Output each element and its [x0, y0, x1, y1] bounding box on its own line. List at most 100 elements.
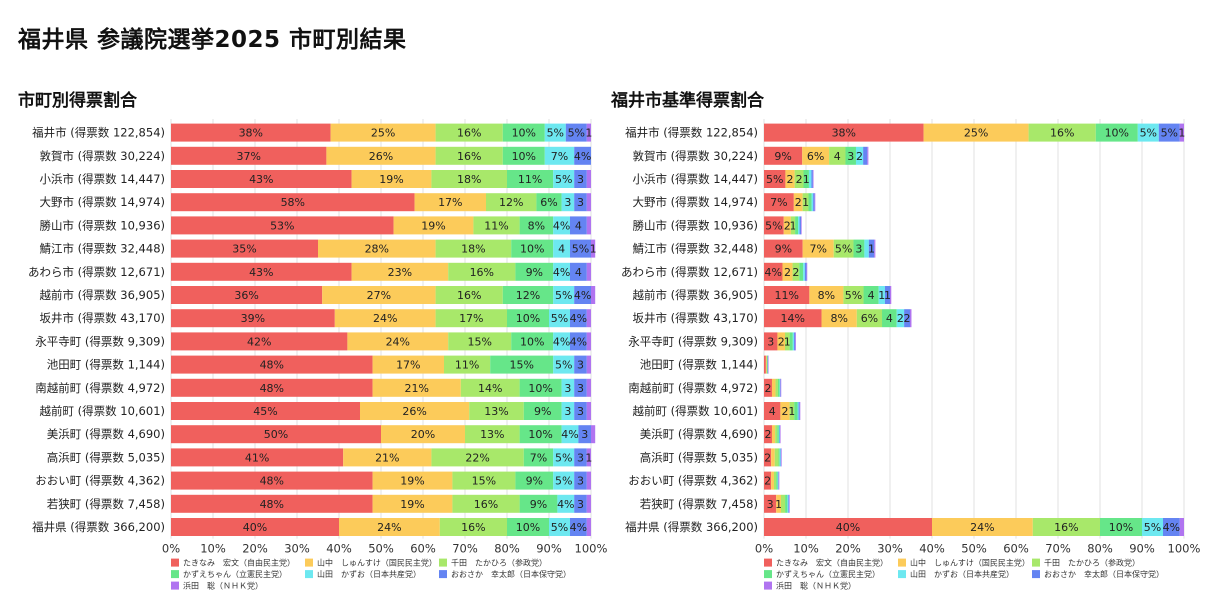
left-legend-swatch [439, 558, 447, 567]
left-bar-segment [586, 471, 591, 490]
right-data-label: 4 [834, 150, 841, 163]
left-data-label: 4% [570, 521, 587, 534]
left-bar-segment [318, 239, 436, 258]
left-data-label: 3 [577, 475, 584, 488]
right-bar-segment [884, 286, 890, 304]
left-legend-swatch [305, 558, 313, 567]
right-category-label: 勝山市 (得票数 10,936) [632, 218, 758, 232]
left-data-label: 10% [516, 312, 540, 325]
left-bar-segment [586, 332, 591, 351]
right-data-label: 1 [775, 498, 782, 511]
right-legend-swatch [764, 558, 772, 567]
left-bar-segment [372, 355, 444, 374]
left-bar-segment [574, 170, 587, 188]
right-bar-segment [1095, 123, 1138, 142]
left-data-label: 42% [247, 335, 271, 348]
left-category-label: 美浜町 (得票数 4,690) [47, 427, 165, 441]
right-category-label: 福井県 (得票数 366,200) [625, 520, 758, 534]
right-legend-label: 山中 しゅんすけ（国民民主党） [910, 558, 1030, 568]
left-bar-segment [519, 494, 558, 513]
right-legend-swatch [764, 570, 772, 579]
right-bar-segment [771, 471, 774, 490]
left-bar-segment [330, 123, 436, 142]
left-bar-segment [553, 286, 575, 304]
left-bar-segment [171, 286, 323, 304]
left-legend-swatch [171, 581, 179, 590]
left-data-label: 10% [520, 335, 544, 348]
left-bar-segment [586, 494, 591, 513]
right-data-label: 2 [764, 451, 771, 464]
right-category-label: 小浜市 (得票数 14,447) [632, 172, 758, 186]
right-bar-segment [778, 448, 780, 467]
right-legend-label: 千田 たかひろ（参政党） [1044, 558, 1140, 568]
left-data-label: 19% [379, 173, 403, 186]
right-bar-segment [764, 193, 794, 212]
left-bar-segment [486, 193, 537, 212]
right-bar-segment [785, 494, 788, 513]
left-bar-segment [586, 123, 591, 142]
right-data-label: 5% [1144, 521, 1161, 534]
left-bar-segment [515, 262, 554, 281]
right-bar-segment [776, 471, 778, 490]
right-data-label: 4 [886, 312, 893, 325]
left-data-label: 1 [590, 243, 597, 256]
left-data-label: 43% [249, 173, 273, 186]
right-x-tick-label: 20% [835, 542, 861, 556]
right-bar-segment [803, 170, 809, 188]
right-data-label: 8% [830, 312, 847, 325]
left-category-label: あわら市 (得票数 12,671) [28, 265, 165, 279]
left-data-label: 3 [577, 196, 584, 209]
right-category-label: あわら市 (得票数 12,671) [621, 265, 758, 279]
left-bar-segment [553, 471, 575, 490]
left-bar-segment [347, 332, 449, 351]
left-data-label: 5% [555, 289, 572, 302]
left-data-label: 15% [509, 359, 533, 372]
left-data-label: 13% [484, 405, 508, 418]
right-bar-segment [764, 146, 803, 165]
left-bar-segment [171, 170, 352, 188]
right-data-label: 3 [847, 150, 854, 163]
right-data-label: 2 [764, 475, 771, 488]
left-bar-segment [586, 378, 591, 397]
right-bar-segment [776, 494, 782, 513]
right-data-label: 5% [1161, 127, 1178, 140]
left-data-label: 24% [373, 312, 397, 325]
right-bar-segment [779, 425, 781, 444]
right-bar-segment [777, 332, 785, 351]
right-bar-segment [1100, 518, 1142, 536]
right-data-label: 10% [1109, 521, 1133, 534]
left-x-tick-label: 30% [284, 542, 310, 556]
right-data-label: 24% [970, 521, 994, 534]
right-bar-segment [779, 378, 781, 397]
left-data-label: 48% [260, 359, 284, 372]
left-data-label: 10% [512, 150, 536, 163]
left-category-label: 坂井市 (得票数 43,170) [39, 311, 165, 325]
right-bar-segment [1163, 518, 1180, 536]
left-data-label: 26% [369, 150, 393, 163]
left-category-label: 永平寺町 (得票数 9,309) [35, 334, 165, 348]
right-bar-segment [863, 286, 879, 304]
right-bar-segment [781, 448, 782, 467]
right-bar-segment [1142, 518, 1163, 536]
right-bar-segment [799, 216, 802, 235]
right-legend-label: おおさか 幸太郎（日本保守党） [1044, 569, 1164, 579]
left-data-label: 17% [396, 359, 420, 372]
left-data-label: 15% [472, 475, 496, 488]
right-bar-segment [798, 216, 800, 235]
left-category-label: 小浜市 (得票数 14,447) [39, 172, 165, 186]
left-bar-segment [574, 402, 587, 420]
chart-title-municipal-share: 市町別得票割合 [18, 91, 137, 111]
right-category-label: 敦賀市 (得票数 30,224) [632, 149, 758, 163]
right-legend-swatch [764, 581, 772, 590]
right-bar-segment [789, 332, 793, 351]
left-x-tick-label: 10% [200, 542, 226, 556]
chart-title-fukui-city-baseline: 福井市基準得票割合 [611, 91, 764, 111]
right-bar-segment [1032, 518, 1100, 536]
left-data-label: 4% [574, 150, 591, 163]
left-data-label: 11% [455, 359, 479, 372]
right-bar-segment [801, 216, 802, 235]
right-legend-label: 山田 かずお（日本共産党） [910, 569, 1014, 579]
left-bar-segment [171, 355, 373, 374]
left-bar-segment [553, 262, 570, 281]
